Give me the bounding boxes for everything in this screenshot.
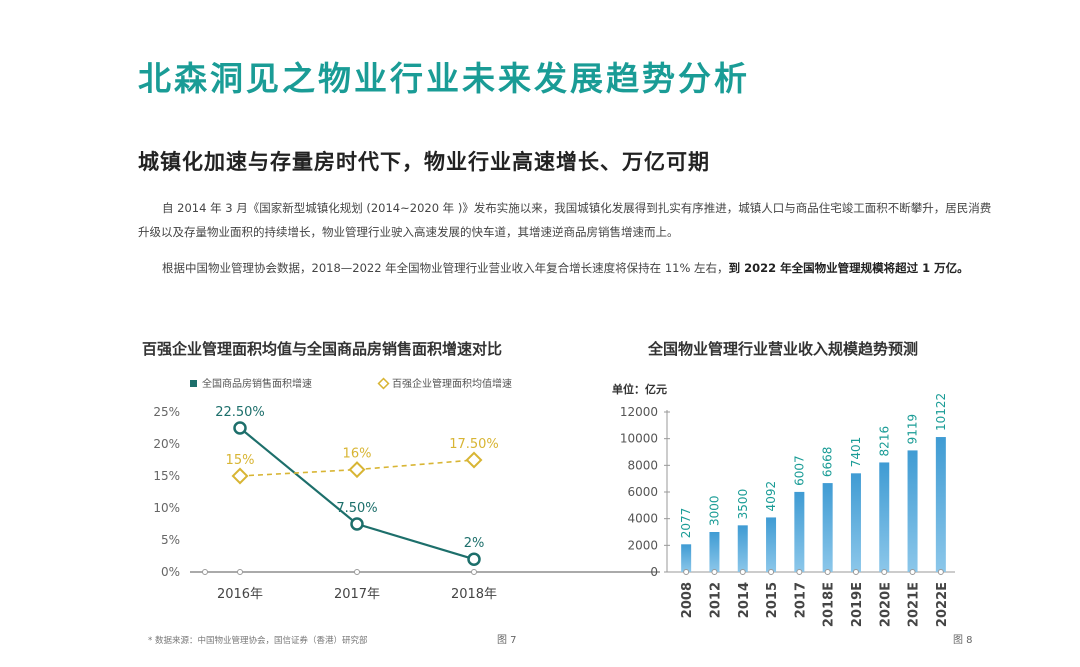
legend-item-0: 全国商品房销售面积增速 bbox=[190, 377, 312, 390]
figure-label-8: 图 8 bbox=[953, 635, 973, 646]
x-tick-mark bbox=[909, 569, 916, 575]
bar-value-label: 4092 bbox=[764, 481, 778, 512]
x-tick-label: 2020E bbox=[878, 582, 893, 627]
y-tick-label: 8000 bbox=[627, 458, 658, 472]
data-point bbox=[350, 517, 364, 531]
data-label: 7.50% bbox=[336, 501, 377, 516]
bar-value-label: 6668 bbox=[821, 447, 835, 478]
figure-label-7: 图 7 bbox=[497, 635, 517, 646]
data-point bbox=[348, 461, 366, 479]
x-tick-label: 2018E bbox=[822, 582, 837, 627]
x-tick-mark bbox=[824, 569, 831, 575]
x-tick-label: 2018年 bbox=[451, 587, 497, 602]
y-tick-label: 15% bbox=[153, 469, 180, 483]
x-tick-label: 2019E bbox=[850, 582, 865, 627]
x-tick-label: 2017年 bbox=[334, 587, 380, 602]
data-point bbox=[465, 451, 483, 469]
page-title: 北森洞见之物业行业未来发展趋势分析 bbox=[138, 59, 750, 98]
line-chart: 全国商品房销售面积增速 百强企业管理面积均值增速 25% 20% 15% 10% 5% 0% 2… bbox=[153, 377, 660, 602]
data-point bbox=[231, 467, 249, 485]
data-label: 2% bbox=[464, 536, 485, 551]
y-tick-label: 10% bbox=[153, 501, 180, 515]
bar-value-label: 6007 bbox=[792, 455, 806, 486]
x-tick-mark bbox=[852, 569, 859, 575]
intro-paragraph: 自 2014 年 3 月《国家新型城镇化规划 (2014~2020 年 )》发布… bbox=[138, 201, 992, 239]
bar bbox=[709, 532, 720, 572]
data-point bbox=[233, 421, 247, 435]
data-paragraph: 根据中国物业管理协会数据，2018—2022 年全国物业管理行业营业收入年复合增… bbox=[138, 256, 998, 280]
bar-value-label: 3000 bbox=[707, 495, 721, 526]
legend-item-1: 百强企业管理面积均值增速 bbox=[377, 377, 512, 390]
data-source-footnote: * 数据来源：中国物业管理协会，国信证券（香港）研究部 bbox=[148, 636, 368, 646]
y-tick-label: 25% bbox=[153, 405, 180, 419]
data-point bbox=[467, 552, 481, 566]
x-tick-mark bbox=[796, 569, 803, 575]
bar-value-label: 9119 bbox=[906, 414, 920, 445]
bar bbox=[681, 544, 692, 572]
x-tick-mark bbox=[937, 569, 944, 575]
x-tick-mark bbox=[739, 569, 746, 575]
x-tick-label: 2012 bbox=[708, 582, 723, 618]
bar bbox=[737, 525, 748, 572]
x-tick-label: 2021E bbox=[907, 582, 922, 627]
bar-value-label: 2077 bbox=[679, 508, 693, 539]
bar bbox=[850, 473, 861, 572]
bar-chart-title: 全国物业管理行业营业收入规模趋势预测 bbox=[648, 340, 919, 358]
unit-label: 单位：亿元 bbox=[612, 382, 667, 396]
line-chart-title: 百强企业管理面积均值与全国商品房销售面积增速对比 bbox=[142, 340, 503, 358]
x-tick-label: 2014 bbox=[737, 582, 752, 618]
bar bbox=[794, 491, 805, 572]
bar-value-label: 10122 bbox=[934, 393, 948, 431]
y-tick-label: 20% bbox=[153, 437, 180, 451]
y-tick-label: 12000 bbox=[620, 405, 658, 419]
x-tick-mark bbox=[683, 569, 690, 575]
data-label: 16% bbox=[343, 447, 372, 462]
page-subtitle: 城镇化加速与存量房时代下，物业行业高速增长、万亿可期 bbox=[138, 150, 710, 174]
bar-chart: 单位：亿元 12000 10000 8000 6000 4000 2000 0 2077 2008… bbox=[612, 382, 955, 627]
x-tick-mark bbox=[202, 569, 208, 575]
data-label: 22.50% bbox=[215, 405, 265, 420]
x-tick-mark bbox=[354, 569, 360, 575]
bar-value-label: 3500 bbox=[736, 489, 750, 520]
bar bbox=[879, 462, 890, 572]
data-label: 15% bbox=[226, 453, 255, 468]
data-paragraph-lead: 根据中国物业管理协会数据，2018—2022 年全国物业管理行业营业收入年复合增… bbox=[162, 261, 729, 275]
legend-label: 全国商品房销售面积增速 bbox=[202, 377, 312, 390]
x-tick-mark bbox=[768, 569, 775, 575]
x-tick-label: 2008 bbox=[680, 582, 695, 618]
x-tick-mark bbox=[881, 569, 888, 575]
bar bbox=[766, 517, 777, 572]
x-tick-label: 2022E bbox=[935, 582, 950, 627]
bar bbox=[907, 450, 918, 572]
y-tick-label: 2000 bbox=[627, 538, 658, 552]
data-label: 17.50% bbox=[449, 437, 499, 452]
y-tick-label: 4000 bbox=[627, 512, 658, 526]
legend-label: 百强企业管理面积均值增速 bbox=[392, 377, 512, 390]
y-tick-label: 6000 bbox=[627, 485, 658, 499]
x-tick-mark bbox=[711, 569, 718, 575]
x-tick-mark bbox=[471, 569, 477, 575]
y-tick-label: 0% bbox=[161, 565, 180, 579]
x-tick-mark bbox=[237, 569, 243, 575]
bar-value-label: 8216 bbox=[877, 426, 891, 457]
bar-value-label: 7401 bbox=[849, 437, 863, 468]
y-tick-label: 10000 bbox=[620, 432, 658, 446]
x-tick-label: 2015 bbox=[765, 582, 780, 618]
x-tick-label: 2016年 bbox=[217, 587, 263, 602]
bar bbox=[822, 483, 833, 572]
data-paragraph-highlight: 到 2022 年全国物业管理规模将超过 1 万亿。 bbox=[728, 261, 969, 275]
x-tick-label: 2017 bbox=[793, 582, 808, 618]
bar bbox=[935, 437, 946, 572]
y-tick-label: 0 bbox=[650, 565, 658, 579]
y-tick-label: 5% bbox=[161, 533, 180, 547]
